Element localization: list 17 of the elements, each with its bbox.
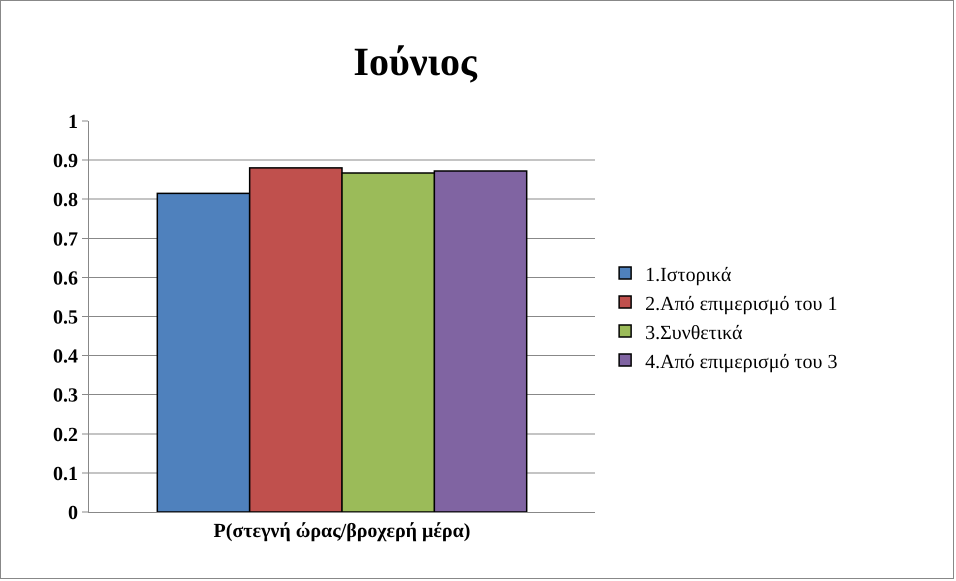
legend-label: 3.Συνθετικά [645,322,744,344]
y-tick-label: 0.5 [53,306,78,328]
y-tick-label: 0 [68,502,78,524]
y-tick-label: 0.4 [53,346,78,368]
y-tick-label: 0.9 [53,150,78,172]
y-tick-label: 0.3 [53,384,78,407]
y-tick-label: 0.8 [53,189,78,212]
y-tick-label: 1 [68,111,78,133]
legend-label: 1.Ιστορικά [645,264,732,286]
y-tick-label: 0.6 [53,267,78,290]
y-tick-label: 0.1 [53,462,78,485]
legend-label: 2.Από επιμερισμό του 1 [645,292,838,315]
y-tick-label: 0.2 [53,424,78,446]
y-tick-label: 0.7 [53,228,78,250]
chart-title: Ιούνιος [353,39,478,84]
x-tick-label: P(στεγνή ώρας/βροχερή μέρα) [214,520,470,542]
legend-label: 4.Από επιμερισμό του 3 [645,350,838,373]
